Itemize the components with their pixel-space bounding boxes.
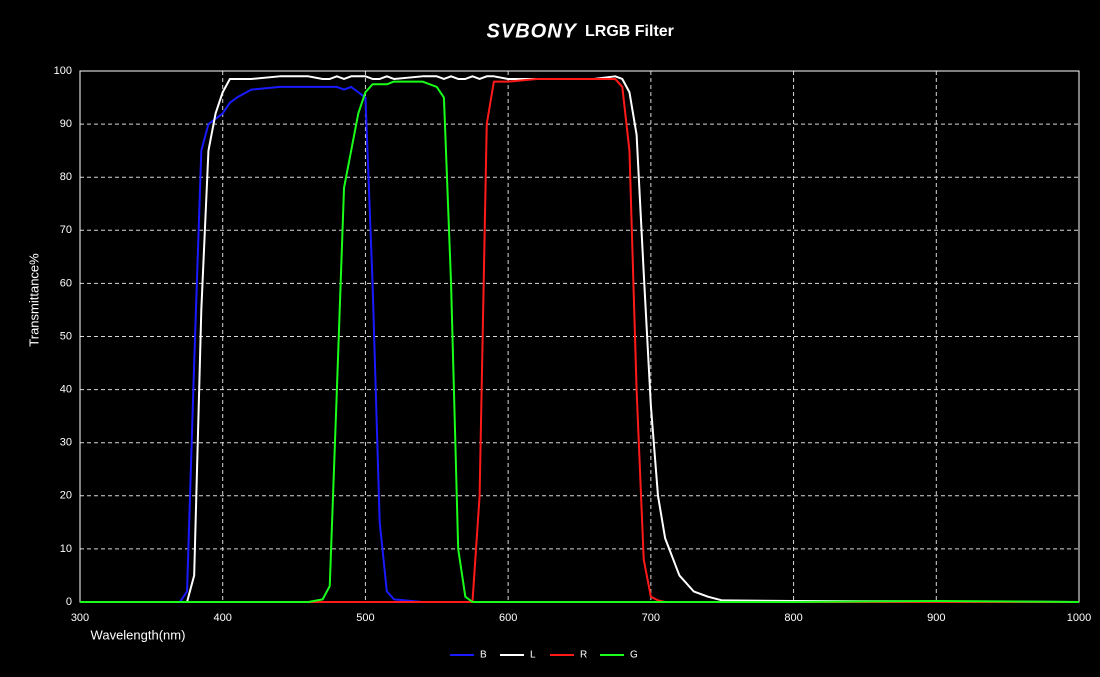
y-axis-label: Transmittance% bbox=[26, 253, 41, 347]
brand: SVBONY bbox=[487, 20, 578, 42]
legend-label: G bbox=[630, 650, 638, 661]
series-line bbox=[80, 80, 1080, 603]
x-tick-label: 1000 bbox=[1067, 612, 1091, 624]
y-tick-label: 20 bbox=[60, 490, 72, 502]
y-tick-label: 10 bbox=[60, 543, 72, 555]
y-tick-label: 0 bbox=[66, 596, 72, 608]
y-tick-label: 50 bbox=[60, 330, 72, 342]
x-tick-label: 400 bbox=[214, 612, 232, 624]
x-tick-label: 800 bbox=[784, 612, 802, 624]
chart-title: LRGB Filter bbox=[585, 23, 674, 40]
x-tick-label: 300 bbox=[71, 612, 89, 624]
legend-label: R bbox=[580, 650, 587, 661]
y-tick-label: 80 bbox=[60, 171, 72, 183]
y-tick-label: 70 bbox=[60, 224, 72, 236]
x-tick-label: 900 bbox=[927, 612, 945, 624]
legend-label: L bbox=[530, 650, 536, 661]
x-tick-label: 500 bbox=[356, 612, 374, 624]
y-tick-label: 90 bbox=[60, 118, 72, 130]
x-tick-label: 600 bbox=[499, 612, 517, 624]
x-tick-label: 700 bbox=[642, 612, 660, 624]
y-tick-label: 100 bbox=[54, 65, 72, 77]
series-line bbox=[80, 75, 1080, 603]
y-tick-label: 40 bbox=[60, 384, 72, 396]
legend-label: B bbox=[480, 650, 487, 661]
y-tick-label: 30 bbox=[60, 437, 72, 449]
y-tick-label: 60 bbox=[60, 277, 72, 289]
x-axis-label: Wavelength(nm) bbox=[91, 627, 186, 642]
